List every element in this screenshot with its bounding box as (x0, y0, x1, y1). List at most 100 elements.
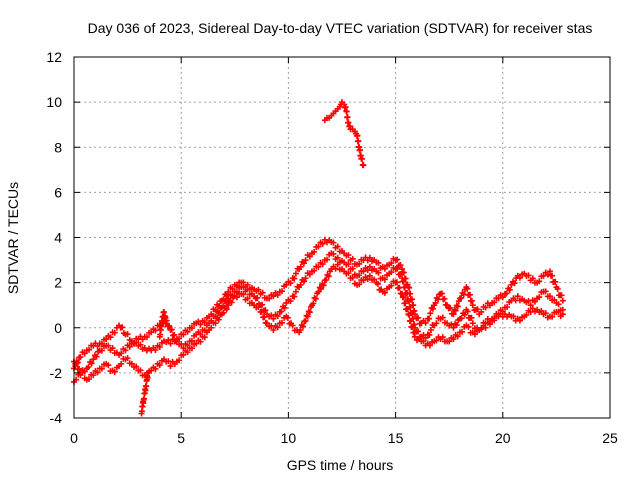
data-point (103, 336, 110, 343)
series-spike-near-4h (156, 308, 170, 340)
data-point (254, 294, 261, 301)
data-point (453, 322, 460, 329)
data-point (168, 326, 175, 333)
data-point (310, 300, 317, 307)
y-tick-label: -4 (50, 410, 63, 426)
data-point (90, 356, 97, 363)
data-point (124, 331, 131, 338)
data-point (406, 298, 413, 305)
data-point (468, 314, 475, 321)
data-point (274, 291, 281, 298)
y-tick-label: -2 (50, 365, 63, 381)
data-point (468, 297, 475, 304)
data-point (439, 314, 446, 321)
data-point (506, 286, 513, 293)
data-point (555, 308, 562, 315)
data-point (240, 291, 247, 298)
data-point (467, 291, 474, 298)
data-point (482, 324, 489, 331)
data-point (263, 320, 270, 327)
data-point (451, 306, 458, 313)
data-point (105, 362, 112, 369)
data-point (345, 261, 352, 268)
data-point (454, 333, 461, 340)
data-point (504, 303, 511, 310)
data-point (396, 284, 403, 291)
data-point (143, 334, 150, 341)
y-tick-label: 0 (54, 320, 62, 336)
data-point (551, 296, 558, 303)
data-point (244, 295, 251, 302)
data-point (270, 293, 277, 300)
data-point (270, 327, 277, 334)
data-point (394, 256, 401, 263)
data-point (433, 337, 440, 344)
data-point (223, 306, 230, 313)
data-point (536, 294, 543, 301)
data-point (315, 243, 322, 250)
data-point (311, 248, 318, 255)
data-point (317, 285, 324, 292)
x-tick-label: 5 (177, 430, 185, 446)
data-point (429, 305, 436, 312)
data-point (311, 267, 318, 274)
series-trace-a (71, 236, 566, 372)
data-point (464, 285, 471, 292)
data-point (474, 306, 481, 313)
data-point (258, 308, 265, 315)
data-point (90, 372, 97, 379)
data-point (411, 333, 418, 340)
y-tick-label: 6 (54, 184, 62, 200)
data-point (124, 355, 131, 362)
data-point (244, 286, 251, 293)
data-point (555, 301, 562, 308)
data-point (349, 274, 356, 281)
data-point (156, 362, 163, 369)
data-point (300, 278, 307, 285)
data-point (453, 302, 460, 309)
data-point (148, 329, 155, 336)
data-point (439, 334, 446, 341)
data-point (438, 290, 445, 297)
data-point (188, 325, 195, 332)
data-point (167, 363, 174, 370)
data-point (422, 334, 429, 341)
data-point (88, 360, 95, 367)
data-point (111, 329, 118, 336)
data-point (491, 317, 498, 324)
data-point (356, 272, 363, 279)
data-point (447, 304, 454, 311)
data-point (552, 278, 559, 285)
data-point (228, 299, 235, 306)
data-point (225, 302, 232, 309)
data-point (495, 295, 502, 302)
data-point (510, 313, 517, 320)
data-point (452, 307, 459, 314)
data-point (300, 260, 307, 267)
data-point (287, 280, 294, 287)
data-point (284, 314, 291, 321)
data-point (527, 302, 534, 309)
data-point (193, 340, 200, 347)
data-point (94, 369, 101, 376)
data-point (371, 276, 378, 283)
data-point (323, 276, 330, 283)
series-upper-arc (321, 99, 367, 169)
data-point (381, 276, 388, 283)
data-point (458, 294, 465, 301)
data-point (291, 275, 298, 282)
data-point (137, 367, 144, 374)
data-point (184, 349, 191, 356)
data-point (274, 313, 281, 320)
data-point (163, 320, 170, 327)
data-point (197, 321, 204, 328)
data-point (98, 365, 105, 372)
data-point (122, 347, 129, 354)
data-point (343, 108, 350, 115)
data-point (464, 308, 471, 315)
data-point (360, 268, 367, 275)
data-point (304, 313, 311, 320)
data-point (283, 299, 290, 306)
data-point (98, 347, 105, 354)
